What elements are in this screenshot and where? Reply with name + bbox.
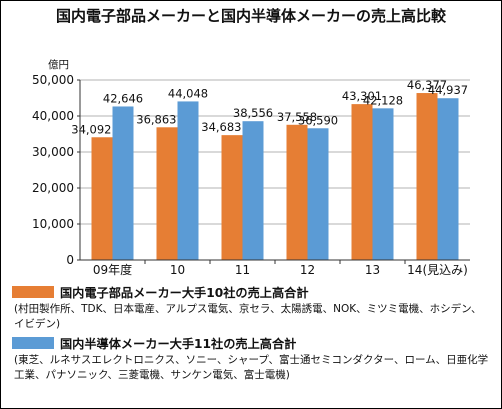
data-label: 46,377 xyxy=(407,78,447,92)
bar-semiconductor xyxy=(307,128,329,260)
bar-electronic-components xyxy=(286,124,308,260)
axes: 0 10,000 20,000 30,000 40,000 50,000 09年度 10 11 1… xyxy=(32,73,470,277)
gridlines xyxy=(80,79,470,225)
data-label: 36,863 xyxy=(136,112,176,126)
bar-semiconductor xyxy=(242,121,264,261)
legend-item-semiconductor: 国内半導体メーカー大手11社の売上高合計 xyxy=(12,334,492,352)
chart-title: 国内電子部品メーカーと国内半導体メーカーの売上高比較 xyxy=(55,7,446,25)
legend-swatch-blue xyxy=(12,337,54,349)
bar-electronic-components xyxy=(416,93,438,260)
data-label: 38,556 xyxy=(233,106,273,120)
legend: 国内電子部品メーカー大手10社の売上高合計 (村田製作所、TDK、日本電産、アル… xyxy=(12,283,492,385)
data-label: 34,683 xyxy=(201,120,241,134)
data-label: 36,590 xyxy=(298,113,338,127)
bar-electronic-components xyxy=(221,135,243,260)
legend-label-electronic-components: 国内電子部品メーカー大手10社の売上高合計 xyxy=(60,286,309,300)
data-label: 37,558 xyxy=(277,110,317,124)
data-label: 44,937 xyxy=(428,83,468,97)
data-label: 44,048 xyxy=(168,86,208,100)
x-tick-label: 10 xyxy=(170,263,185,277)
data-label: 34,092 xyxy=(71,122,111,136)
x-tick-label: 09年度 xyxy=(93,262,132,277)
legend-swatch-orange xyxy=(12,286,54,298)
y-tick-label: 50,000 xyxy=(32,73,74,87)
legend-members-electronic-components: (村田製作所、TDK、日本電産、アルプス電気、京セラ、太陽誘電、NOK、ミツミ電… xyxy=(14,303,482,330)
bar-electronic-components xyxy=(91,137,113,260)
y-tick-label: 10,000 xyxy=(32,217,74,231)
bar-semiconductor xyxy=(372,108,394,260)
bar-semiconductor xyxy=(437,98,459,260)
y-tick-label: 0 xyxy=(66,253,74,267)
bar-electronic-components xyxy=(156,127,178,260)
x-tick-label: 11 xyxy=(235,263,250,277)
bar-electronic-components xyxy=(351,104,373,261)
bars xyxy=(91,93,459,261)
y-axis-unit-label: 億円 xyxy=(48,58,69,71)
data-label: 42,646 xyxy=(103,91,143,105)
x-tick-label: 14(見込み) xyxy=(407,263,468,277)
legend-label-semiconductor: 国内半導体メーカー大手11社の売上高合計 xyxy=(60,337,297,351)
data-label: 43,301 xyxy=(342,89,382,103)
y-tick-label: 30,000 xyxy=(32,145,74,159)
x-tick-label: 13 xyxy=(365,263,380,277)
x-tick-label: 12 xyxy=(300,263,315,277)
y-tick-label: 40,000 xyxy=(32,109,74,123)
data-label: 42,128 xyxy=(363,93,403,107)
legend-item-electronic-components: 国内電子部品メーカー大手10社の売上高合計 xyxy=(12,283,492,301)
y-tick-label: 20,000 xyxy=(32,181,74,195)
bar-semiconductor xyxy=(177,101,199,260)
bar-semiconductor xyxy=(112,106,134,261)
legend-members-semiconductor: (東芝、ルネサスエレクトロニクス、ソニー、シャープ、富士通セミコンダクター、ロー… xyxy=(14,354,489,381)
